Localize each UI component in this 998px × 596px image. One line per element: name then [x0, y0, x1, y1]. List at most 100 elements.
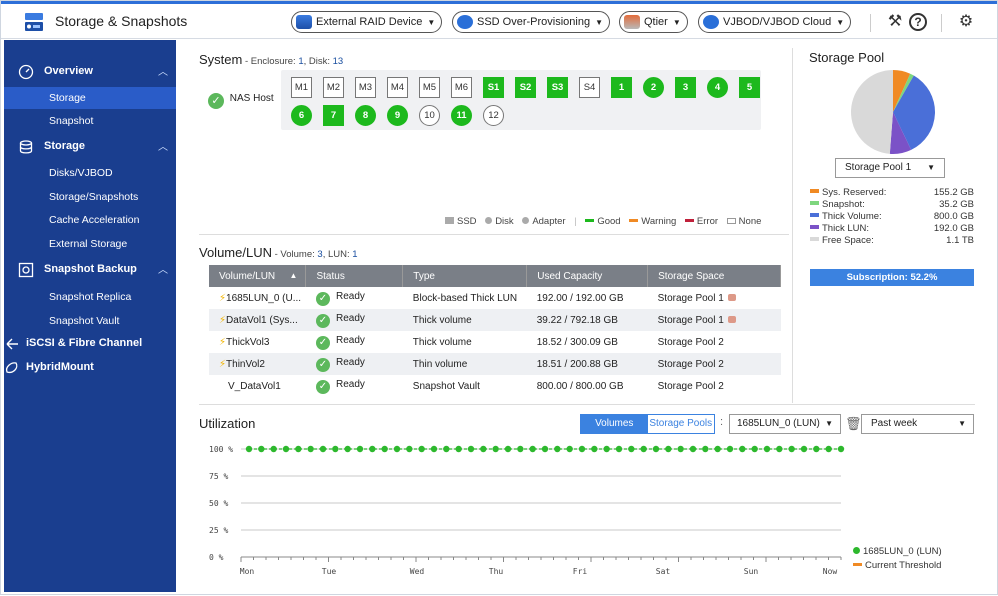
tab-volumes[interactable]: Volumes: [581, 415, 648, 433]
sidebar-item-storage-overview[interactable]: Storage: [4, 87, 176, 109]
table-row[interactable]: V_DataVol1 ✓ Ready Snapshot Vault 800.00 / 8…: [209, 375, 781, 397]
sidebar-group-snapshot-backup[interactable]: Snapshot Backup ︿: [4, 259, 176, 281]
qtier-button[interactable]: Qtier ▼: [619, 11, 688, 33]
sidebar-item-label: Storage/Snapshots: [49, 191, 139, 203]
disk-slot-m4[interactable]: M4: [387, 77, 408, 98]
table-row[interactable]: ⚡1685LUN_0 (U... ✓ Ready Block-based Thick …: [209, 287, 781, 309]
sidebar-item-snapshot-replica[interactable]: Snapshot Replica: [4, 286, 176, 308]
time-range-select[interactable]: Past week ▼: [861, 414, 974, 434]
disk-slot-m3[interactable]: M3: [355, 77, 376, 98]
lightning-icon: ⚡: [219, 314, 227, 326]
legend-label: None: [738, 216, 762, 227]
tools-icon[interactable]: ⚒: [887, 13, 903, 30]
vjbod-cloud-icon: [703, 15, 719, 29]
tab-storage-pools[interactable]: Storage Pools: [649, 418, 713, 429]
disk-slot-9[interactable]: 9: [387, 105, 408, 126]
disk-slot-8[interactable]: 8: [355, 105, 376, 126]
sidebar-item-external-storage[interactable]: External Storage: [4, 233, 176, 255]
disk-slot-1[interactable]: 1: [611, 77, 632, 98]
disk-slot-4[interactable]: 4: [707, 77, 728, 98]
utilization-legend: 1685LUN_0 (LUN) Current Threshold: [853, 546, 942, 574]
legend-swatch: [810, 189, 819, 193]
series-point: [603, 445, 610, 453]
vjbod-cloud-button[interactable]: VJBOD/VJBOD Cloud ▼: [698, 11, 852, 33]
table-row[interactable]: ⚡ThinVol2 ✓ Ready Thin volume 18.51 / 200.88…: [209, 353, 781, 375]
sidebar-group-overview[interactable]: Overview ︿: [4, 61, 176, 83]
disk-slot-m6[interactable]: M6: [451, 77, 472, 98]
cell-type: Thick volume: [403, 331, 527, 353]
column-header-space[interactable]: Storage Space: [647, 265, 781, 287]
disk-slot-s2[interactable]: S2: [515, 77, 536, 98]
gear-icon[interactable]: ⚙: [958, 13, 974, 30]
legend-swatch: [810, 237, 819, 241]
sidebar-item-label: External Storage: [49, 238, 128, 250]
disk-slot-6[interactable]: 6: [291, 105, 312, 126]
cell-type: Thick volume: [402, 309, 527, 331]
pool-legend-label: Sys. Reserved:: [822, 187, 887, 198]
help-icon[interactable]: ?: [909, 13, 927, 31]
disk-slot-s3[interactable]: S3: [547, 77, 568, 98]
vjbod-cloud-label: VJBOD/VJBOD Cloud: [723, 16, 832, 28]
series-point: [837, 445, 845, 453]
adapter-icon: [522, 217, 530, 224]
disk-slot-s1[interactable]: S1: [483, 77, 504, 98]
disk-slot-m5[interactable]: M5: [419, 77, 440, 98]
sidebar-group-storage[interactable]: Storage ︿: [4, 136, 176, 158]
disk-label: , Disk:: [303, 56, 333, 67]
disk-slot-3[interactable]: 3: [675, 77, 696, 98]
storage-pool-select-value: Storage Pool 1: [845, 162, 912, 173]
section-divider: [199, 234, 789, 235]
cell-space: Storage Pool 1: [648, 287, 781, 309]
subscription-bar: Subscription: 52.2%: [810, 269, 974, 286]
sidebar-item-snapshot-vault[interactable]: Snapshot Vault: [4, 310, 176, 332]
disk-slot-m2[interactable]: M2: [323, 77, 344, 98]
series-point: [443, 445, 450, 453]
sidebar-group-label: Storage: [44, 140, 85, 152]
column-header-label: Status: [316, 270, 345, 282]
table-row[interactable]: ⚡ThickVol3 ✓ Ready Thick volume 18.52 / 300.…: [209, 331, 781, 353]
chevron-down-icon: ▼: [427, 17, 436, 27]
storage-pool-select[interactable]: Storage Pool 1 ▼: [835, 158, 945, 178]
series-point: [566, 445, 573, 453]
sidebar-group-iscsi[interactable]: iSCSI & Fibre Channel: [4, 333, 176, 355]
disk-slot-s4[interactable]: S4: [579, 77, 600, 98]
disk-slot-12[interactable]: 12: [483, 105, 504, 126]
disk-slot-m1[interactable]: M1: [291, 77, 312, 98]
cell-status: ✓ Ready: [306, 287, 403, 309]
disk-slot-10[interactable]: 10: [419, 105, 440, 126]
column-header-used[interactable]: Used Capacity: [526, 265, 649, 287]
ssd-overprovisioning-button[interactable]: SSD Over-Provisioning ▼: [452, 11, 611, 33]
sidebar-item-label: Disks/VJBOD: [49, 167, 113, 179]
legend-adapter: Adapter: [522, 216, 566, 227]
nas-host[interactable]: ✓ NAS Host: [208, 93, 274, 109]
sidebar-item-storage-snapshots[interactable]: Storage/Snapshots: [4, 186, 176, 208]
space-text: Storage Pool 2: [657, 358, 724, 370]
trash-icon[interactable]: 🗑: [845, 416, 862, 431]
column-header-status[interactable]: Status: [305, 265, 404, 287]
cell-space: Storage Pool 2: [647, 353, 781, 375]
disk-slot-5[interactable]: 5: [739, 77, 760, 98]
utilization-title: Utilization: [199, 416, 256, 431]
table-row[interactable]: ⚡DataVol1 (Sys... ✓ Ready Thick volume 39.22…: [209, 309, 781, 331]
sidebar-group-label: Overview: [44, 65, 93, 77]
external-raid-button[interactable]: External RAID Device ▼: [291, 11, 443, 33]
series-point: [554, 445, 561, 453]
disk-slot-2[interactable]: 2: [643, 77, 664, 98]
sidebar-item-label: Storage: [49, 92, 86, 104]
sidebar-item-cache-acceleration[interactable]: Cache Acceleration: [4, 209, 176, 231]
column-header-type[interactable]: Type: [402, 265, 528, 287]
utilization-volume-select[interactable]: 1685LUN_0 (LUN) ▼: [729, 414, 841, 434]
series-point: [369, 445, 376, 453]
column-header-volume[interactable]: Volume/LUN ▲: [209, 265, 307, 287]
disk-slot-11[interactable]: 11: [451, 105, 472, 126]
series-point: [578, 445, 586, 453]
sidebar-group-hybridmount[interactable]: HybridMount: [4, 357, 176, 379]
chevron-up-icon: ︿: [158, 67, 168, 78]
series-point: [258, 445, 265, 453]
system-title: System - Enclosure: 1, Disk: 13: [199, 52, 343, 67]
space-text: Storage Pool 1: [657, 314, 724, 326]
sidebar-item-snapshot[interactable]: Snapshot: [4, 110, 176, 132]
sidebar-item-disks-vjbod[interactable]: Disks/VJBOD: [4, 162, 176, 184]
chevron-down-icon: ▼: [958, 419, 966, 428]
disk-slot-7[interactable]: 7: [323, 105, 344, 126]
